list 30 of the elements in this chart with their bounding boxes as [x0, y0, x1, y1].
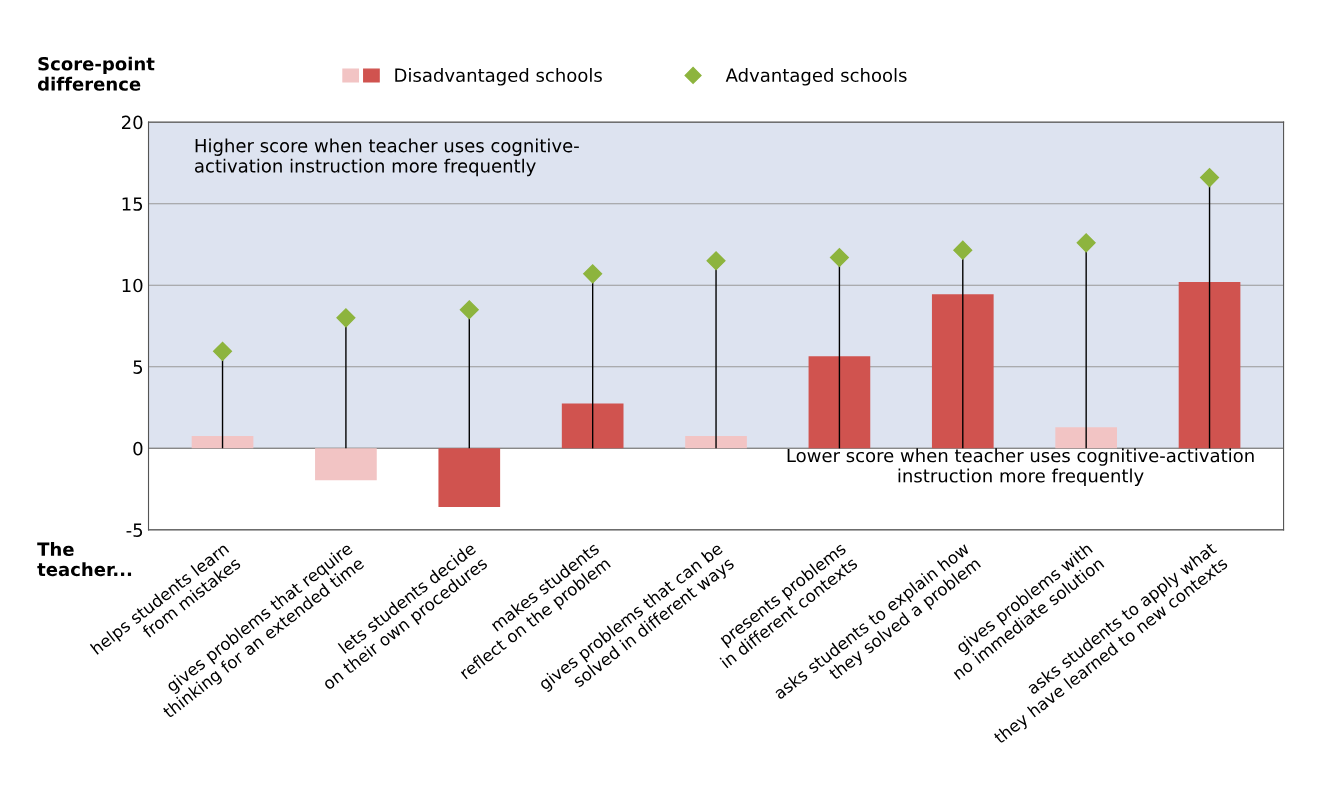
point	[336, 308, 356, 328]
legend-label: Disadvantaged schools	[395, 68, 602, 86]
point	[1200, 168, 1220, 188]
y-axis-title: Score-point difference	[37, 56, 155, 91]
legend-label: Advantaged schools	[725, 68, 907, 86]
bar	[561, 403, 624, 449]
y-tick-label: 0	[133, 441, 143, 456]
point	[829, 247, 849, 268]
y-tick-label: -5	[126, 523, 143, 538]
bar	[1178, 281, 1241, 449]
y-tick-label: 15	[122, 197, 143, 211]
y-tick-label: 10	[122, 278, 143, 293]
bar	[1055, 427, 1118, 449]
bar	[931, 294, 994, 449]
bar	[808, 356, 871, 449]
point	[1076, 233, 1096, 253]
bar	[315, 448, 377, 481]
annotation: Higher score when teacher uses cognitive- activation instruction more frequently	[195, 138, 579, 177]
annotation: Lower score when teacher uses cognitive-activation instruction more frequently	[787, 448, 1254, 487]
text: The teacher...	[37, 542, 132, 577]
point	[459, 300, 479, 320]
y-tick-label: 20	[122, 115, 143, 130]
point	[953, 240, 973, 260]
bar	[191, 436, 254, 449]
bar	[685, 436, 747, 449]
bar	[438, 448, 501, 508]
y-tick-label: 5	[133, 360, 143, 374]
point	[213, 341, 233, 361]
point	[583, 264, 603, 284]
point	[706, 251, 726, 271]
